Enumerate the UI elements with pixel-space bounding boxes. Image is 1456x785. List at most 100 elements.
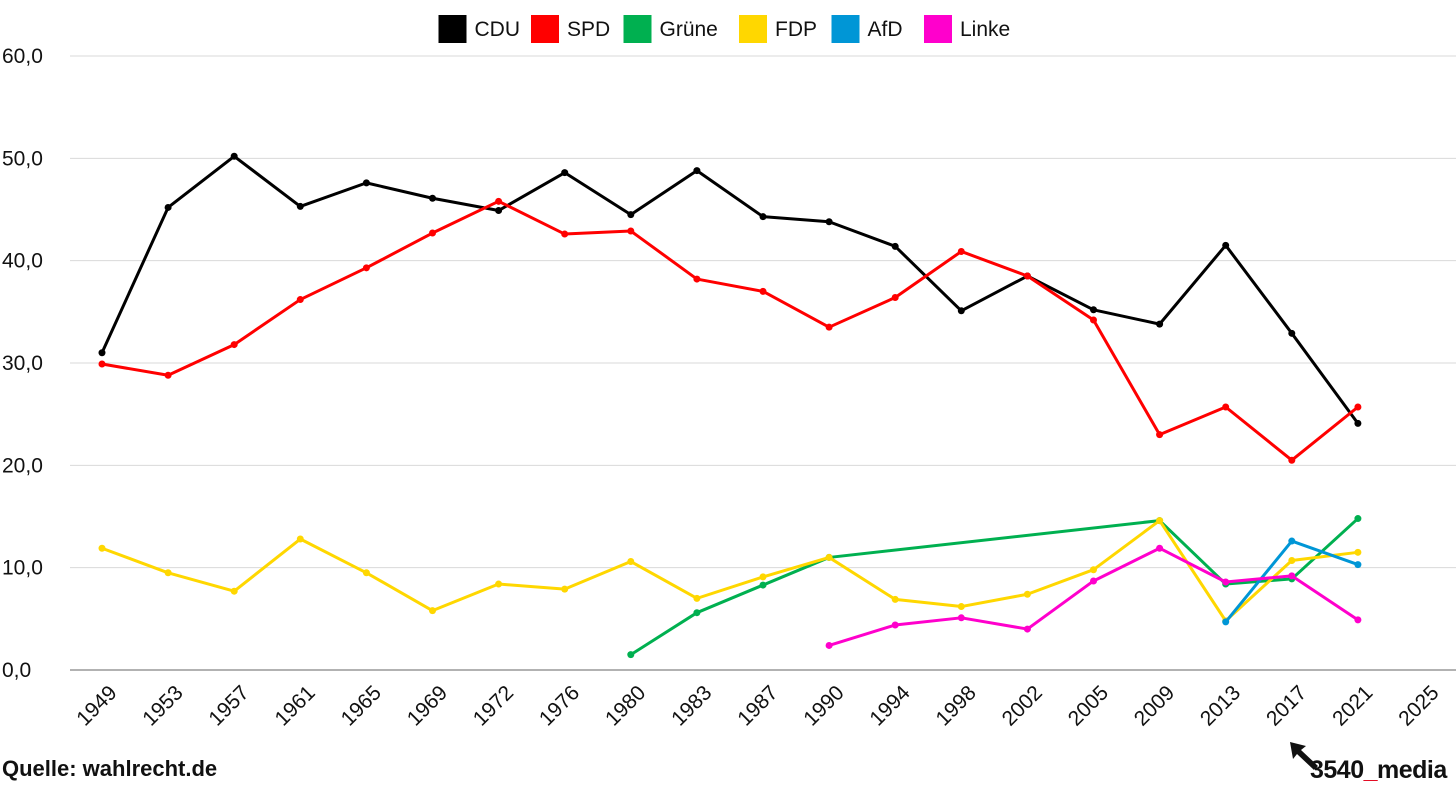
data-point-spd [825, 323, 833, 331]
arrow-icon [1290, 742, 1318, 770]
series-line-spd [101, 199, 1359, 462]
data-point-spd [164, 371, 172, 379]
x-tick-label: 2002 [998, 681, 1047, 730]
data-point-fdp [1288, 557, 1296, 565]
data-point-cdu [296, 202, 304, 210]
data-point-gr-ne [1354, 515, 1362, 523]
data-point-linke [1156, 544, 1164, 552]
data-point-spd [759, 287, 767, 295]
x-tick-label: 2005 [1064, 681, 1113, 730]
y-tick-label: 0,0 [2, 659, 31, 682]
data-point-spd [693, 275, 701, 283]
data-point-linke [1090, 577, 1097, 585]
series-cdu [98, 152, 1362, 427]
data-point-cdu [1156, 320, 1164, 328]
data-point-spd [98, 360, 106, 368]
data-point-afd [1288, 537, 1296, 545]
data-point-cdu [1090, 306, 1097, 314]
data-point-spd [1288, 456, 1296, 464]
source-note: Quelle: wahlrecht.de [2, 756, 218, 781]
data-point-fdp [759, 573, 767, 581]
data-point-spd [362, 264, 370, 272]
x-tick-label: 1965 [337, 681, 386, 730]
data-point-spd [1023, 272, 1031, 280]
series-linke [825, 544, 1362, 649]
brand-logo: 3540_media [1288, 740, 1456, 784]
series-line-fdp [101, 519, 1359, 623]
data-point-spd [1354, 403, 1362, 411]
legend-swatch [924, 15, 952, 43]
data-point-fdp [164, 569, 172, 577]
data-point-spd [1222, 403, 1230, 411]
data-point-fdp [230, 587, 238, 595]
data-point-spd [429, 229, 436, 237]
x-tick-label: 2013 [1196, 681, 1245, 730]
legend-label: Grüne [660, 18, 718, 41]
x-axis-ticks: 1949 1953 1957 1961 1965 1969 1972 1976 1980 1983… [72, 681, 1443, 731]
legend-label: CDU [475, 18, 521, 41]
data-point-linke [825, 641, 833, 649]
legend-item-gr-ne: Grüne [623, 15, 718, 43]
y-tick-label: 60,0 [2, 45, 43, 68]
y-tick-label: 40,0 [2, 250, 43, 273]
x-tick-label: 1969 [403, 681, 452, 730]
data-point-fdp [98, 544, 106, 552]
data-point-fdp [891, 595, 899, 603]
x-tick-label: 2009 [1130, 681, 1179, 730]
data-point-afd [1354, 561, 1362, 569]
x-tick-label: 1980 [601, 681, 650, 730]
y-axis-ticks: 0,0 10,0 20,0 30,0 40,0 50,0 60,0 [2, 45, 43, 682]
legend-label: SPD [567, 18, 610, 41]
data-point-gr-ne [627, 651, 635, 659]
legend-swatch [438, 15, 467, 43]
data-point-fdp [296, 535, 304, 543]
data-point-linke [891, 621, 899, 629]
data-point-spd [296, 296, 304, 304]
data-point-spd [1090, 316, 1097, 324]
data-point-cdu [98, 349, 106, 357]
data-point-fdp [561, 585, 569, 593]
x-tick-label: 1953 [138, 681, 187, 730]
data-point-spd [561, 230, 569, 238]
data-point-linke [1222, 578, 1230, 586]
series-line-gr-ne [629, 517, 1359, 656]
legend-swatch [531, 15, 559, 43]
legend-swatch [739, 15, 767, 43]
data-point-linke [1023, 625, 1031, 633]
data-point-gr-ne [759, 581, 767, 589]
legend-item-fdp: FDP [739, 15, 817, 43]
data-point-fdp [429, 607, 436, 615]
data-point-spd [627, 227, 635, 235]
data-point-cdu [1288, 329, 1296, 337]
data-point-cdu [759, 213, 767, 221]
data-point-fdp [1354, 548, 1362, 556]
data-point-cdu [561, 169, 569, 177]
x-tick-label: 1972 [469, 681, 518, 730]
data-point-cdu [230, 152, 238, 160]
x-tick-label: 1961 [271, 681, 320, 730]
data-point-linke [957, 614, 965, 622]
series-spd [98, 197, 1362, 464]
data-point-spd [1156, 431, 1164, 439]
data-point-fdp [1156, 517, 1164, 525]
y-tick-label: 50,0 [2, 147, 43, 170]
legend-item-spd: SPD [531, 15, 610, 43]
data-point-linke [1288, 572, 1296, 580]
data-point-fdp [1090, 566, 1097, 574]
data-point-cdu [1222, 241, 1230, 249]
brand-underscore: _ [1363, 756, 1378, 784]
x-tick-label: 2017 [1262, 681, 1311, 730]
series-lines [98, 152, 1362, 659]
x-tick-label: 1957 [204, 681, 253, 730]
data-point-cdu [362, 179, 370, 187]
data-point-linke [1354, 616, 1362, 624]
data-point-cdu [1354, 419, 1362, 427]
legend-label: Linke [960, 18, 1010, 41]
data-point-cdu [627, 211, 635, 219]
legend: CDU SPD Grüne FDP AfD Linke [438, 15, 1010, 43]
data-point-cdu [825, 218, 833, 226]
series-afd [1222, 537, 1362, 626]
data-point-spd [495, 197, 503, 205]
x-tick-label: 1949 [72, 681, 121, 730]
x-tick-label: 2021 [1328, 681, 1377, 730]
